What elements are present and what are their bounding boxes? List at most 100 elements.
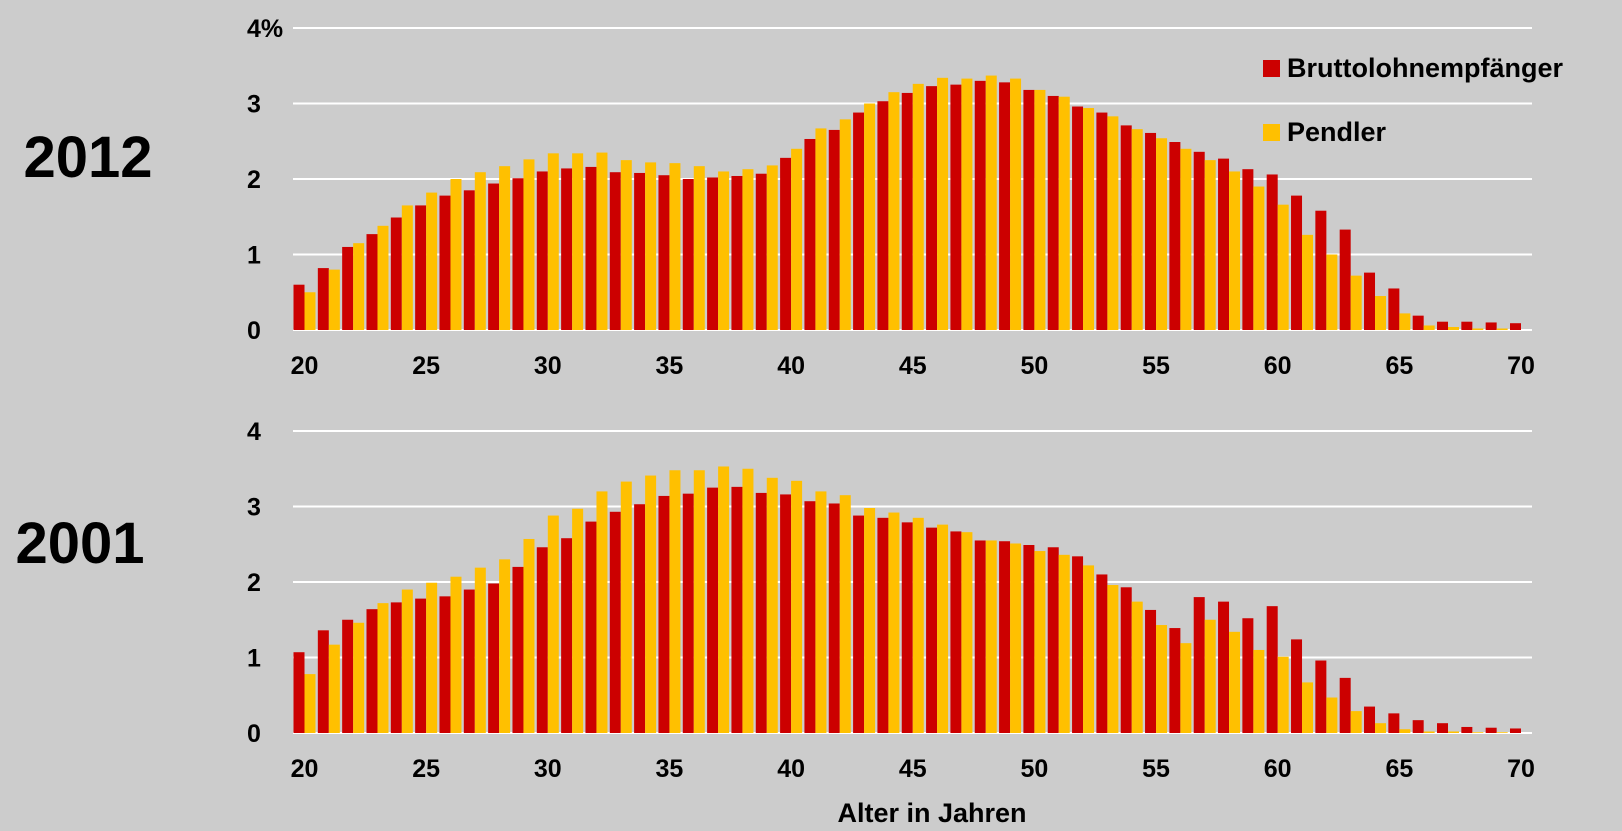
bar-bruttolohnempfaenger	[488, 183, 500, 330]
year-label-2001: 2001	[15, 511, 144, 576]
bar-bruttolohnempfaenger	[1145, 132, 1157, 330]
bar-pendler	[547, 515, 559, 733]
bar-bruttolohnempfaenger	[682, 493, 694, 733]
x-tick-label: 70	[1507, 755, 1535, 783]
bar-pendler	[669, 470, 681, 733]
bar-bruttolohnempfaenger	[780, 494, 792, 733]
bar-pendler	[1399, 729, 1411, 733]
bar-pendler	[912, 83, 924, 331]
bar-pendler	[450, 576, 462, 733]
bar-bruttolohnempfaenger	[585, 166, 597, 330]
bar-pendler	[1326, 697, 1338, 733]
x-tick-labels: 20 25 30 35 40 45 50 55 60 65 70	[291, 352, 1535, 380]
bar-pendler	[572, 153, 584, 330]
bar-bruttolohnempfaenger	[1485, 727, 1497, 733]
bar-bruttolohnempfaenger	[999, 82, 1011, 330]
y-tick-label: 1	[247, 645, 261, 673]
bar-bruttolohnempfaenger	[536, 171, 548, 330]
bar-pendler	[693, 166, 705, 330]
bar-pendler	[912, 517, 924, 733]
bar-pendler	[377, 225, 389, 330]
bar-bruttolohnempfaenger	[293, 284, 305, 330]
bar-pendler	[766, 165, 778, 330]
bar-pendler	[1229, 631, 1241, 733]
bar-bruttolohnempfaenger	[439, 596, 451, 733]
x-tick-label: 60	[1264, 352, 1292, 380]
bar-bruttolohnempfaenger	[1510, 728, 1521, 733]
x-tick-label: 40	[777, 352, 805, 380]
bar-bruttolohnempfaenger	[682, 179, 694, 330]
x-tick-label: 70	[1507, 352, 1535, 380]
x-tick-label: 20	[291, 755, 319, 783]
bar-pendler	[1131, 129, 1143, 330]
bar-bruttolohnempfaenger	[828, 503, 840, 733]
bar-bruttolohnempfaenger	[1169, 628, 1181, 733]
bar-bruttolohnempfaenger	[658, 175, 670, 330]
bar-bruttolohnempfaenger	[1242, 169, 1254, 330]
bar-bruttolohnempfaenger	[390, 602, 402, 733]
bar-bruttolohnempfaenger	[1047, 95, 1059, 330]
bar-bruttolohnempfaenger	[609, 172, 621, 330]
bar-pendler	[1399, 313, 1411, 330]
bar-bruttolohnempfaenger	[1437, 723, 1449, 733]
bar-bruttolohnempfaenger	[877, 101, 889, 330]
bar-bruttolohnempfaenger	[999, 541, 1011, 733]
bar-bruttolohnempfaenger	[1291, 639, 1303, 733]
bar-bruttolohnempfaenger	[1023, 545, 1035, 733]
bar-bruttolohnempfaenger	[1096, 112, 1108, 330]
bar-bruttolohnempfaenger	[439, 195, 451, 330]
bar-pendler	[474, 567, 486, 733]
bar-bruttolohnempfaenger	[1461, 321, 1473, 330]
bar-pendler	[1496, 732, 1508, 733]
bar-pendler	[1277, 204, 1289, 330]
bar-bruttolohnempfaenger	[317, 268, 329, 330]
bar-bruttolohnempfaenger	[463, 190, 475, 330]
bar-pendler	[304, 292, 316, 330]
bar-bruttolohnempfaenger	[1388, 288, 1400, 330]
bar-pendler	[474, 172, 486, 330]
bar-bruttolohnempfaenger	[804, 138, 816, 330]
y-tick-label: 0	[247, 317, 261, 345]
x-tick-label: 55	[1142, 755, 1170, 783]
bar-bruttolohnempfaenger	[561, 168, 573, 330]
bar-bruttolohnempfaenger	[1023, 89, 1035, 330]
bar-bruttolohnempfaenger	[804, 501, 816, 733]
bar-pendler	[742, 169, 754, 330]
bar-pendler	[523, 538, 535, 733]
bar-pendler	[1472, 328, 1484, 330]
bar-pendler	[937, 77, 949, 330]
bar-bruttolohnempfaenger	[901, 522, 913, 733]
bar-pendler	[596, 152, 608, 330]
bar-bruttolohnempfaenger	[950, 531, 962, 733]
bar-bruttolohnempfaenger	[463, 589, 475, 733]
y-tick-label: 3	[247, 494, 261, 522]
bar-bruttolohnempfaenger	[1485, 322, 1497, 330]
bar-bruttolohnempfaenger	[1145, 609, 1157, 733]
bar-pendler	[1034, 89, 1046, 330]
bar-bruttolohnempfaenger	[512, 178, 524, 330]
bar-bruttolohnempfaenger	[293, 652, 305, 733]
bar-pendler	[426, 192, 438, 330]
bar-pendler	[1302, 682, 1314, 733]
bar-pendler	[1180, 643, 1192, 733]
bar-bruttolohnempfaenger	[926, 527, 938, 733]
bar-pendler	[401, 205, 413, 330]
bar-pendler	[791, 148, 803, 330]
bar-bruttolohnempfaenger	[609, 511, 621, 733]
x-tick-label: 60	[1264, 755, 1292, 783]
bar-pendler	[596, 491, 608, 733]
bar-pendler	[1375, 296, 1387, 330]
bar-pendler	[1156, 625, 1168, 733]
x-tick-label: 40	[777, 755, 805, 783]
y-tick-label: 4	[247, 418, 261, 446]
bar-pendler	[620, 481, 632, 733]
bar-pendler	[815, 128, 827, 330]
bar-bruttolohnempfaenger	[536, 547, 548, 733]
bar-pendler	[888, 512, 900, 733]
bar-pendler	[742, 468, 754, 733]
y-tick-label: 2	[247, 166, 261, 194]
bar-pendler	[1107, 116, 1119, 331]
bar-bruttolohnempfaenger	[561, 538, 573, 733]
bar-pendler	[961, 532, 973, 733]
